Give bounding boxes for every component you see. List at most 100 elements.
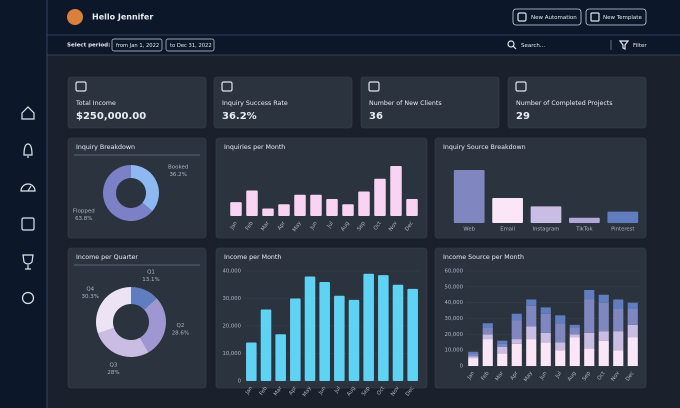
bar-segment	[598, 302, 609, 332]
bar-segment	[511, 313, 522, 321]
kpi-value: 36.2%	[222, 111, 257, 122]
calendar-icon[interactable]	[21, 217, 35, 231]
panel	[507, 76, 647, 129]
search-icon	[512, 45, 517, 50]
bar	[294, 194, 306, 216]
x-tick-label: Mar	[494, 370, 505, 382]
panel	[213, 76, 353, 129]
x-tick-label: Jul	[333, 386, 342, 396]
y-tick-label: 0	[460, 364, 464, 370]
bar	[378, 275, 389, 381]
filter-button[interactable]: Filter	[633, 43, 647, 49]
button-label[interactable]: New Automation	[531, 15, 577, 21]
bar-segment	[511, 343, 522, 366]
panel	[360, 76, 500, 129]
bar-segment	[613, 331, 624, 351]
x-tick-label: Nov	[390, 386, 401, 398]
x-tick-label: Dec	[404, 220, 415, 232]
y-tick-label: 60,000	[444, 269, 463, 275]
slice-value: 13.1%	[142, 277, 159, 283]
x-tick-label: Jun	[538, 371, 548, 382]
date-from[interactable]: from Jan 1, 2022	[116, 43, 159, 49]
date-input[interactable]	[111, 38, 163, 52]
bar-segment	[482, 328, 493, 335]
search-input[interactable]: Search...	[521, 43, 545, 49]
greeting: Hello Jennifer	[92, 13, 153, 22]
x-tick-label: Dec	[625, 370, 636, 382]
x-tick-label: Oct	[596, 371, 606, 382]
home-icon[interactable]	[21, 106, 35, 120]
bar-segment	[584, 290, 595, 300]
bar-segment	[497, 347, 508, 354]
bar-segment	[598, 331, 609, 341]
bar	[358, 191, 370, 216]
x-tick-label: Jun	[317, 386, 327, 397]
bar	[607, 211, 639, 223]
bar	[348, 299, 360, 381]
kpi-value: $250,000.00	[76, 111, 146, 122]
filter-label: Select period:	[67, 43, 110, 49]
slice-value: 28.6%	[172, 331, 189, 337]
pie-slice	[131, 287, 157, 310]
bar	[407, 288, 418, 381]
y-tick-label: 0	[238, 379, 242, 385]
bar-segment	[569, 334, 580, 338]
trophy-icon[interactable]	[22, 254, 34, 270]
bar	[492, 198, 523, 223]
x-tick-label: Aug	[346, 386, 357, 398]
date-to[interactable]: to Dec 31, 2022	[170, 43, 212, 49]
bar	[310, 194, 322, 216]
x-tick-label: Jul	[554, 371, 563, 381]
button-label[interactable]: New Template	[603, 15, 642, 21]
y-tick-label: 20,000	[444, 332, 463, 338]
bell-icon[interactable]	[23, 143, 33, 158]
bar	[319, 282, 330, 381]
bar-segment	[540, 332, 551, 343]
bar-segment	[540, 307, 551, 314]
bar-segment	[613, 299, 624, 309]
bar	[569, 217, 600, 223]
filter-icon	[618, 40, 630, 50]
x-tick-label: Email	[500, 227, 515, 233]
slice-value: 36.2%	[169, 172, 186, 178]
date-input[interactable]	[165, 38, 215, 52]
x-tick-label: Feb	[259, 385, 270, 397]
slice-value: 28%	[107, 370, 119, 376]
bar-segment	[540, 342, 551, 366]
y-tick-label: 10,000	[444, 348, 463, 354]
slice-label: Booked	[168, 165, 188, 171]
bar	[406, 198, 418, 216]
y-tick-label: 40,000	[222, 269, 241, 275]
slice-value: 63.8%	[75, 216, 92, 222]
bar-segment	[598, 294, 609, 303]
chart-title: Income Source per Month	[443, 254, 524, 261]
bar-segment	[540, 313, 551, 333]
y-tick-label: 30,000	[444, 316, 463, 322]
bar	[530, 206, 562, 223]
button[interactable]	[512, 8, 582, 26]
bar-segment	[584, 332, 595, 349]
bar-segment	[497, 340, 508, 344]
bar-segment	[584, 348, 595, 366]
y-tick-label: 30,000	[222, 296, 241, 302]
x-tick-label: Apr	[509, 370, 520, 382]
x-tick-label: May	[292, 221, 303, 233]
gauge-icon[interactable]	[20, 183, 36, 192]
kpi-value: 29	[516, 111, 530, 122]
chart-title: Inquiry Source Breakdown	[443, 144, 526, 151]
settings-icon[interactable]	[21, 291, 35, 305]
bar	[363, 273, 374, 381]
slice-label: Q4	[86, 286, 94, 292]
button[interactable]	[585, 8, 647, 26]
avatar[interactable]	[67, 9, 83, 25]
kpi-icon	[515, 81, 527, 92]
chart-title: Inquiry Breakdown	[76, 144, 135, 151]
x-tick-label: Dec	[405, 385, 416, 397]
pie-slice	[95, 287, 131, 334]
kpi-icon	[368, 81, 380, 92]
pie-slice	[131, 165, 159, 212]
x-tick-label: Oct	[373, 221, 383, 232]
panel	[67, 247, 207, 389]
bar-segment	[497, 353, 508, 366]
